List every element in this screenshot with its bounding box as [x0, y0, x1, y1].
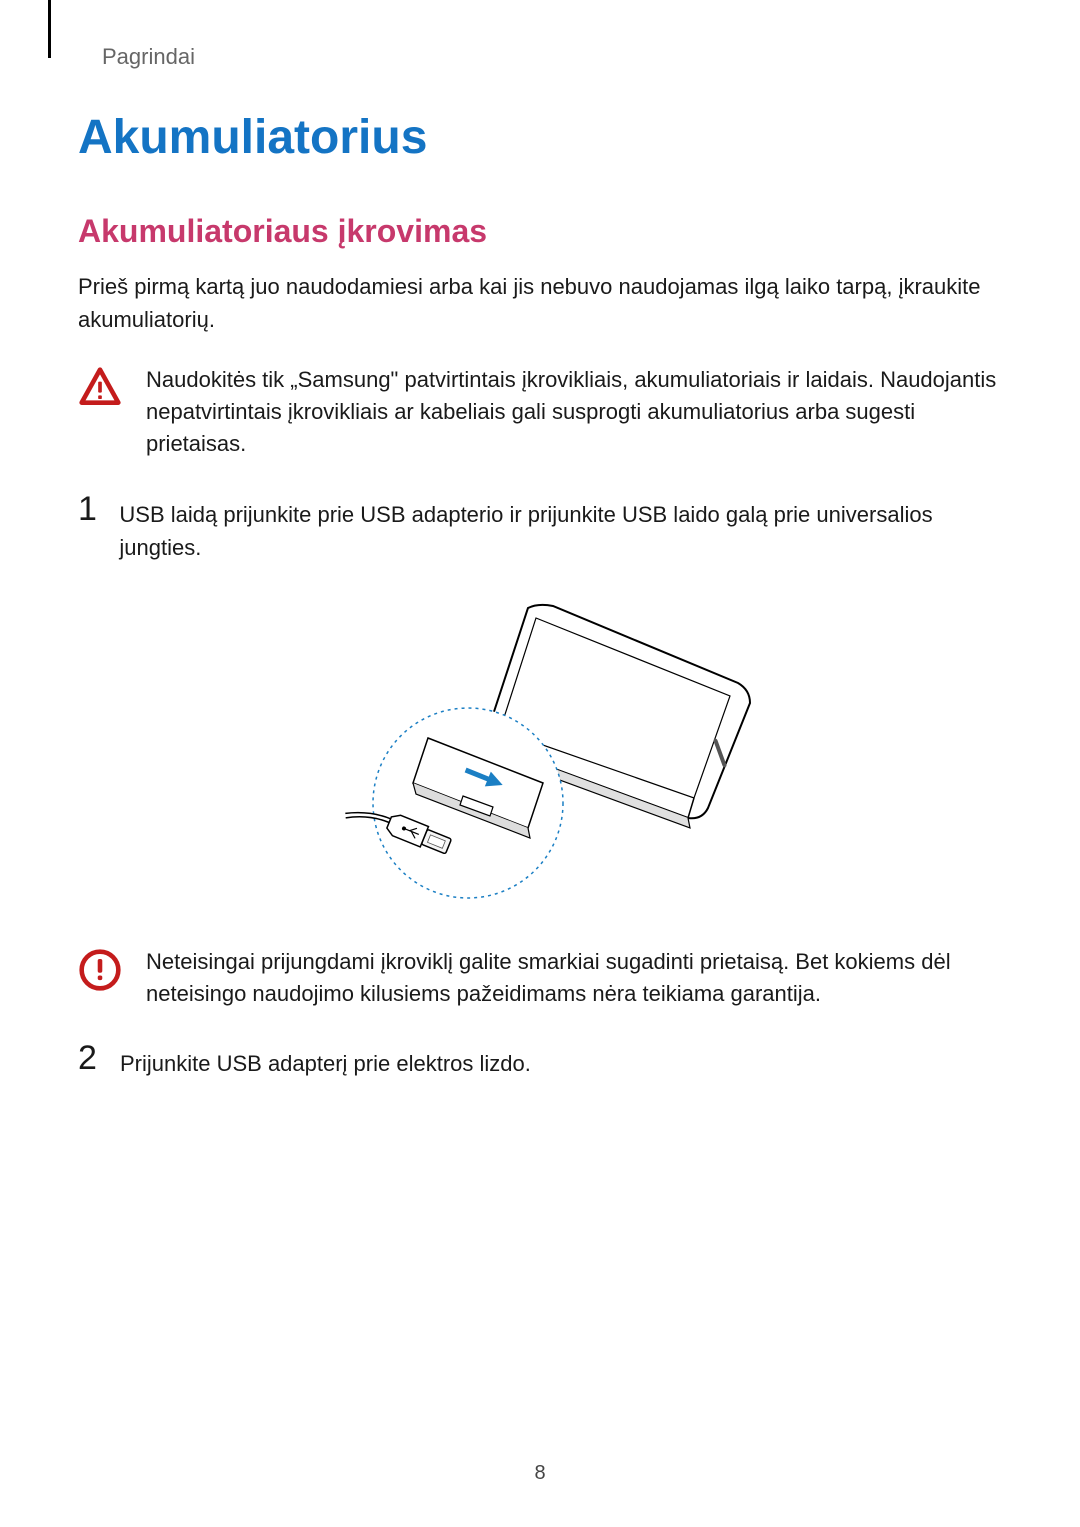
section-heading: Akumuliatoriaus įkrovimas [78, 213, 998, 250]
warning-icon [78, 366, 122, 410]
step-number: 1 [78, 492, 101, 526]
caution-callout: Neteisingai prijungdami įkroviklį galite… [78, 946, 998, 1010]
step-text: USB laidą prijunkite prie USB adapterio … [119, 492, 998, 564]
intro-paragraph: Prieš pirmą kartą juo naudodamiesi arba … [78, 270, 998, 336]
caution-icon [78, 948, 122, 992]
charging-illustration [78, 588, 998, 908]
caution-text: Neteisingai prijungdami įkroviklį galite… [146, 946, 998, 1010]
page-title: Akumuliatorius [78, 110, 998, 165]
page-tab-border [48, 0, 51, 58]
warning-text: Naudokitės tik „Samsung" patvirtintais į… [146, 364, 998, 460]
step-text: Prijunkite USB adapterį prie elektros li… [120, 1041, 531, 1080]
warning-callout: Naudokitės tik „Samsung" patvirtintais į… [78, 364, 998, 460]
step-2: 2 Prijunkite USB adapterį prie elektros … [78, 1041, 998, 1080]
step-1: 1 USB laidą prijunkite prie USB adapteri… [78, 492, 998, 564]
page-number: 8 [0, 1462, 1080, 1485]
page-content: Akumuliatorius Akumuliatoriaus įkrovimas… [78, 100, 998, 1098]
breadcrumb: Pagrindai [102, 44, 195, 70]
step-number: 2 [78, 1041, 102, 1075]
